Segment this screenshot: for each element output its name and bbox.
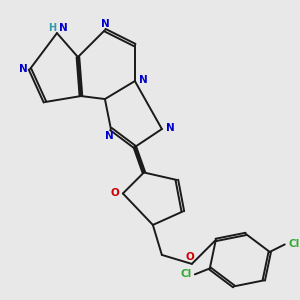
Text: O: O bbox=[186, 252, 195, 262]
Text: H: H bbox=[48, 23, 56, 33]
Text: N: N bbox=[101, 19, 110, 28]
Text: Cl: Cl bbox=[181, 269, 192, 279]
Text: N: N bbox=[105, 130, 114, 141]
Text: N: N bbox=[19, 64, 28, 74]
Text: N: N bbox=[59, 23, 68, 33]
Text: Cl: Cl bbox=[288, 239, 299, 249]
Text: O: O bbox=[110, 188, 119, 198]
Text: N: N bbox=[139, 75, 148, 85]
Text: N: N bbox=[166, 122, 175, 133]
